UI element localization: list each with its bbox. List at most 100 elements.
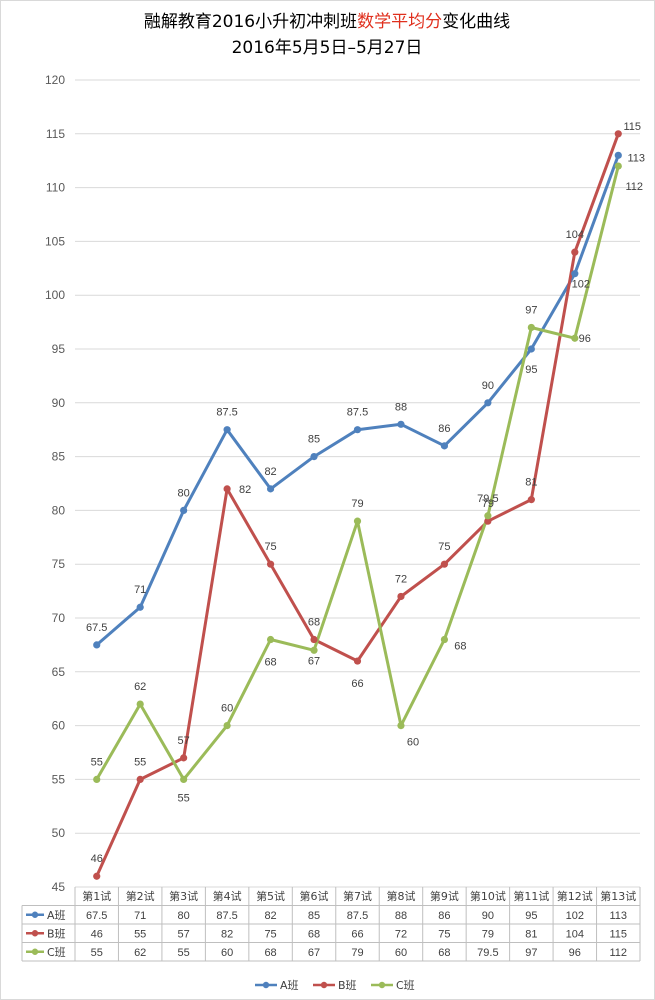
data-point — [180, 506, 188, 514]
table-cell: 68 — [308, 928, 320, 940]
table-cell: 82 — [221, 928, 233, 940]
data-label: 79 — [351, 498, 363, 510]
data-point — [527, 496, 535, 504]
legend-label: B班 — [338, 979, 357, 992]
data-point — [484, 512, 492, 520]
data-label: 68 — [454, 641, 466, 653]
x-tick-label: 第5试 — [256, 889, 285, 903]
table-cell: 80 — [178, 910, 190, 922]
data-point — [527, 323, 535, 332]
data-labels: 67.5 71 80 87.5 82 85 87.5 88 86 90 95 102 113 46 55 57… — [86, 121, 645, 865]
series-lines — [93, 130, 622, 880]
table-legend-marker — [31, 948, 39, 955]
data-point — [571, 248, 579, 256]
x-tick-label: 第12试 — [557, 889, 593, 903]
data-label: 113 — [627, 152, 645, 164]
table-cell: 62 — [134, 947, 146, 959]
x-tick-label: 第9试 — [430, 889, 459, 903]
y-tick-label: 55 — [52, 772, 66, 786]
x-tick-label: 第8试 — [386, 889, 415, 903]
data-label: 75 — [438, 541, 450, 553]
x-tick-label: 第4试 — [213, 889, 242, 903]
y-tick-label: 120 — [45, 73, 65, 87]
x-tick-label: 第10试 — [470, 889, 506, 903]
data-point — [614, 151, 622, 159]
data-label: 68 — [308, 617, 320, 629]
series-line — [95, 154, 620, 647]
data-label: 115 — [623, 121, 641, 133]
legend-marker — [320, 981, 328, 989]
table-series-name: B班 — [47, 927, 66, 940]
y-tick-label: 85 — [52, 450, 66, 464]
y-tick-label: 45 — [52, 880, 66, 894]
data-point — [266, 560, 275, 568]
table-legend-marker — [31, 930, 39, 937]
data-label: 55 — [178, 792, 190, 804]
table-cell: 79.5 — [477, 947, 498, 959]
x-tick-label: 第3试 — [169, 889, 198, 903]
table-cell: 90 — [482, 910, 494, 922]
table-cell: 102 — [566, 910, 584, 922]
table-series-name: C班 — [47, 946, 66, 959]
table-cell: 72 — [395, 928, 407, 940]
table-legend-marker — [31, 911, 39, 918]
table-cell: 67 — [308, 947, 320, 959]
data-label: 86 — [438, 423, 450, 435]
table-cell: 115 — [609, 928, 627, 940]
table-cell: 55 — [134, 928, 146, 940]
data-label: 112 — [625, 181, 643, 193]
data-point — [484, 517, 492, 525]
title-part-3: 变化曲线 — [442, 12, 510, 32]
legend-marker — [262, 981, 270, 989]
data-point — [310, 453, 318, 461]
data-label: 67 — [308, 655, 320, 667]
title-part-2: 数学平均分 — [357, 12, 442, 32]
y-tick-label: 50 — [52, 826, 66, 840]
data-point — [93, 872, 101, 880]
table-cell: 86 — [438, 910, 450, 922]
data-point — [93, 641, 101, 649]
x-tick-label: 第1试 — [82, 889, 111, 903]
legend-marker — [378, 981, 386, 989]
title-part-1: 融解教育2016小升初冲刺班 — [144, 12, 357, 32]
y-tick-label: 105 — [45, 234, 65, 248]
table-cell: 95 — [525, 910, 537, 922]
data-point — [223, 485, 231, 493]
data-label: 82 — [239, 484, 251, 496]
data-label: 60 — [407, 737, 419, 749]
data-label: 88 — [395, 401, 407, 413]
table-cell: 87.5 — [347, 910, 368, 922]
data-point — [180, 754, 188, 762]
data-point — [440, 442, 449, 450]
data-point — [136, 775, 144, 784]
x-tick-label: 第7试 — [343, 889, 372, 903]
data-point — [527, 345, 535, 353]
data-point — [136, 603, 144, 611]
data-point — [353, 517, 362, 525]
data-label: 55 — [134, 756, 146, 768]
y-tick-label: 110 — [46, 181, 65, 195]
data-point — [93, 775, 101, 784]
gridlines — [75, 79, 640, 888]
table-cell: 57 — [178, 928, 190, 940]
table-cell: 71 — [134, 910, 146, 922]
data-label: 55 — [91, 756, 103, 768]
table-cell: 66 — [351, 928, 363, 940]
data-label: 96 — [579, 333, 591, 345]
table-cell: 104 — [566, 928, 584, 940]
data-label: 79 — [482, 498, 494, 510]
data-point — [266, 635, 275, 644]
y-tick-label: 70 — [52, 611, 66, 625]
data-label: 81 — [525, 477, 537, 489]
y-tick-label: 80 — [52, 503, 66, 517]
y-tick-label: 75 — [52, 557, 66, 571]
data-label: 68 — [264, 657, 276, 669]
y-axis: 45 50 55 60 65 70 75 80 85 90 95 100 105 110 115 120 — [45, 73, 65, 894]
y-tick-label: 60 — [52, 719, 66, 733]
table-cell: 81 — [525, 928, 537, 940]
data-point — [353, 426, 362, 434]
y-tick-label: 100 — [45, 288, 65, 302]
table-cell: 88 — [395, 910, 407, 922]
data-label: 60 — [221, 703, 233, 715]
table-cell: 96 — [569, 947, 581, 959]
